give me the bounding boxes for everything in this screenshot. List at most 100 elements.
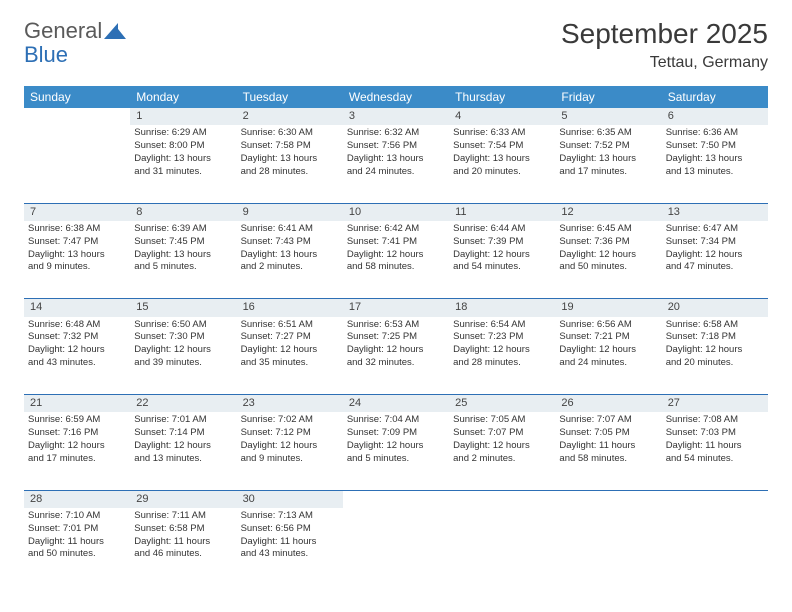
cell-line: Sunrise: 6:48 AM <box>28 319 126 332</box>
day-number: 12 <box>555 203 661 221</box>
day-number: 5 <box>555 108 661 125</box>
cell-line: and 17 minutes. <box>559 166 657 179</box>
day-cell: Sunrise: 6:30 AMSunset: 7:58 PMDaylight:… <box>237 125 343 203</box>
cell-line: Daylight: 11 hours <box>134 536 232 549</box>
cell-line: Daylight: 11 hours <box>559 440 657 453</box>
cell-line: Sunset: 7:03 PM <box>666 427 764 440</box>
day-cell: Sunrise: 6:33 AMSunset: 7:54 PMDaylight:… <box>449 125 555 203</box>
cell-line: Sunrise: 7:01 AM <box>134 414 232 427</box>
cell-line: Sunset: 7:23 PM <box>453 331 551 344</box>
cell-line: Daylight: 12 hours <box>347 344 445 357</box>
cell-line: Daylight: 11 hours <box>241 536 339 549</box>
cell-line: Sunrise: 6:51 AM <box>241 319 339 332</box>
weekday-header: Wednesday <box>343 86 449 108</box>
day-cell: Sunrise: 6:36 AMSunset: 7:50 PMDaylight:… <box>662 125 768 203</box>
day-cell: Sunrise: 7:01 AMSunset: 7:14 PMDaylight:… <box>130 412 236 490</box>
daynum-row: 21222324252627 <box>24 395 768 413</box>
cell-line: Sunrise: 6:47 AM <box>666 223 764 236</box>
cell-line: Sunset: 6:58 PM <box>134 523 232 536</box>
cell-line: Sunset: 7:50 PM <box>666 140 764 153</box>
month-title: September 2025 <box>561 18 768 50</box>
weekday-header: Tuesday <box>237 86 343 108</box>
day-number <box>449 490 555 508</box>
day-number: 6 <box>662 108 768 125</box>
cell-line: Sunset: 7:41 PM <box>347 236 445 249</box>
cell-line: and 2 minutes. <box>241 261 339 274</box>
cell-line: Sunset: 7:58 PM <box>241 140 339 153</box>
cell-line: and 32 minutes. <box>347 357 445 370</box>
day-cell <box>449 508 555 586</box>
day-cell <box>343 508 449 586</box>
day-cell: Sunrise: 6:48 AMSunset: 7:32 PMDaylight:… <box>24 317 130 395</box>
location: Tettau, Germany <box>561 54 768 72</box>
cell-line: Daylight: 12 hours <box>453 249 551 262</box>
cell-line: Sunrise: 7:10 AM <box>28 510 126 523</box>
cell-line: Sunset: 7:54 PM <box>453 140 551 153</box>
day-cell: Sunrise: 6:47 AMSunset: 7:34 PMDaylight:… <box>662 221 768 299</box>
cell-line: Sunrise: 6:58 AM <box>666 319 764 332</box>
cell-line: Sunset: 6:56 PM <box>241 523 339 536</box>
day-cell: Sunrise: 7:08 AMSunset: 7:03 PMDaylight:… <box>662 412 768 490</box>
day-number: 14 <box>24 299 130 317</box>
day-cell: Sunrise: 7:05 AMSunset: 7:07 PMDaylight:… <box>449 412 555 490</box>
day-cell: Sunrise: 6:35 AMSunset: 7:52 PMDaylight:… <box>555 125 661 203</box>
day-cell <box>662 508 768 586</box>
day-cell: Sunrise: 6:32 AMSunset: 7:56 PMDaylight:… <box>343 125 449 203</box>
cell-line: Sunrise: 7:02 AM <box>241 414 339 427</box>
content-row: Sunrise: 6:59 AMSunset: 7:16 PMDaylight:… <box>24 412 768 490</box>
day-number: 3 <box>343 108 449 125</box>
day-number: 19 <box>555 299 661 317</box>
cell-line: Daylight: 12 hours <box>134 344 232 357</box>
day-number: 24 <box>343 395 449 413</box>
cell-line: Sunrise: 6:44 AM <box>453 223 551 236</box>
day-number: 9 <box>237 203 343 221</box>
day-number <box>555 490 661 508</box>
day-cell: Sunrise: 6:58 AMSunset: 7:18 PMDaylight:… <box>662 317 768 395</box>
cell-line: and 5 minutes. <box>134 261 232 274</box>
cell-line: Daylight: 13 hours <box>666 153 764 166</box>
cell-line: Daylight: 13 hours <box>559 153 657 166</box>
cell-line: Daylight: 12 hours <box>559 344 657 357</box>
cell-line: Sunset: 7:52 PM <box>559 140 657 153</box>
day-cell: Sunrise: 6:54 AMSunset: 7:23 PMDaylight:… <box>449 317 555 395</box>
cell-line: Daylight: 12 hours <box>453 440 551 453</box>
logo: General <box>24 18 128 44</box>
cell-line: Sunrise: 6:56 AM <box>559 319 657 332</box>
cell-line: and 47 minutes. <box>666 261 764 274</box>
cell-line: Sunrise: 6:33 AM <box>453 127 551 140</box>
cell-line: Sunrise: 6:32 AM <box>347 127 445 140</box>
calendar-table: Sunday Monday Tuesday Wednesday Thursday… <box>24 86 768 586</box>
day-cell: Sunrise: 7:11 AMSunset: 6:58 PMDaylight:… <box>130 508 236 586</box>
cell-line: Daylight: 13 hours <box>134 249 232 262</box>
cell-line: Sunset: 7:30 PM <box>134 331 232 344</box>
cell-line: and 43 minutes. <box>241 548 339 561</box>
cell-line: Sunrise: 6:59 AM <box>28 414 126 427</box>
content-row: Sunrise: 7:10 AMSunset: 7:01 PMDaylight:… <box>24 508 768 586</box>
logo-triangle-icon <box>104 23 126 39</box>
day-number: 23 <box>237 395 343 413</box>
cell-line: and 28 minutes. <box>453 357 551 370</box>
day-number: 1 <box>130 108 236 125</box>
cell-line: Daylight: 12 hours <box>28 440 126 453</box>
cell-line: Sunrise: 7:08 AM <box>666 414 764 427</box>
day-cell: Sunrise: 6:42 AMSunset: 7:41 PMDaylight:… <box>343 221 449 299</box>
cell-line: and 20 minutes. <box>453 166 551 179</box>
cell-line: Sunrise: 6:29 AM <box>134 127 232 140</box>
cell-line: Sunrise: 6:35 AM <box>559 127 657 140</box>
logo-text-2: Blue <box>24 42 68 67</box>
cell-line: Sunset: 7:34 PM <box>666 236 764 249</box>
day-number <box>24 108 130 125</box>
day-number: 8 <box>130 203 236 221</box>
cell-line: Sunset: 7:14 PM <box>134 427 232 440</box>
cell-line: and 13 minutes. <box>666 166 764 179</box>
cell-line: and 9 minutes. <box>28 261 126 274</box>
cell-line: Sunrise: 6:42 AM <box>347 223 445 236</box>
cell-line: Sunrise: 7:04 AM <box>347 414 445 427</box>
cell-line: Sunset: 7:18 PM <box>666 331 764 344</box>
weekday-header: Friday <box>555 86 661 108</box>
day-cell: Sunrise: 6:29 AMSunset: 8:00 PMDaylight:… <box>130 125 236 203</box>
cell-line: and 31 minutes. <box>134 166 232 179</box>
cell-line: Daylight: 13 hours <box>28 249 126 262</box>
cell-line: Sunrise: 6:45 AM <box>559 223 657 236</box>
day-cell: Sunrise: 6:50 AMSunset: 7:30 PMDaylight:… <box>130 317 236 395</box>
